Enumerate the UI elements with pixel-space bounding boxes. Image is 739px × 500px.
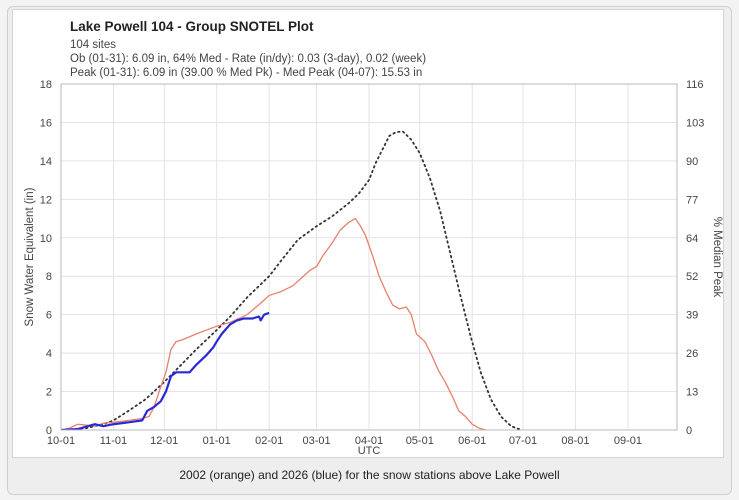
y-tick-label: 2 xyxy=(46,387,52,399)
y2-tick-label: 77 xyxy=(686,194,698,206)
y2-tick-label: 0 xyxy=(686,425,692,437)
y2-tick-label: 90 xyxy=(686,156,698,168)
subtitle-sites: 104 sites xyxy=(70,39,116,51)
grid-layer xyxy=(61,84,677,430)
y-tick-label: 8 xyxy=(46,271,52,283)
y-tick-label: 14 xyxy=(40,156,52,168)
y2-tick-label: 13 xyxy=(686,387,698,399)
chart-title: Lake Powell 104 - Group SNOTEL Plot xyxy=(70,19,314,34)
y2-tick-label: 103 xyxy=(686,117,704,129)
y-axis-label: Snow Water Equivalent (in) xyxy=(24,187,36,326)
x-tick-label: 08-01 xyxy=(561,435,589,447)
x-tick-label: 05-01 xyxy=(406,435,434,447)
y-tick-label: 12 xyxy=(40,194,52,206)
series-line-median xyxy=(61,130,523,430)
plot-frame xyxy=(60,83,678,431)
y-tick-label: 4 xyxy=(46,348,52,360)
x-tick-label: 03-01 xyxy=(302,435,330,447)
y2-tick-label: 116 xyxy=(686,79,704,91)
x-tick-label: 04-01 xyxy=(355,435,383,447)
series-layer xyxy=(61,130,523,430)
chart-caption: 2002 (orange) and 2026 (blue) for the sn… xyxy=(179,468,560,482)
axis-layer: 0 0 2 13 4 26 6 39 8 52 10 64 12 77 14 90 16 103 18 116 10-0… xyxy=(40,79,705,447)
y-tick-label: 6 xyxy=(46,310,52,322)
y2-tick-label: 39 xyxy=(686,310,698,322)
y-tick-label: 10 xyxy=(40,233,52,245)
x-tick-label: 02-01 xyxy=(255,435,283,447)
series-line-2002 xyxy=(61,217,486,430)
y2-tick-label: 52 xyxy=(686,271,698,283)
x-tick-label: 06-01 xyxy=(458,435,486,447)
x-tick-label: 11-01 xyxy=(100,435,127,447)
x-tick-label: 12-01 xyxy=(150,435,178,447)
x-tick-label: 07-01 xyxy=(509,435,537,447)
y-tick-label: 18 xyxy=(40,79,52,91)
y-tick-label: 16 xyxy=(40,117,52,129)
y2-tick-label: 26 xyxy=(686,348,698,360)
series-line-2026 xyxy=(61,311,270,430)
y2-tick-label: 64 xyxy=(686,233,698,245)
x-axis-label: UTC xyxy=(358,445,381,457)
subtitle-observation: Ob (01-31): 6.09 in, 64% Med - Rate (in/… xyxy=(70,53,426,65)
y-tick-label: 0 xyxy=(46,425,52,437)
y2-axis-label: % Median Peak xyxy=(711,217,723,298)
subtitle-peak: Peak (01-31): 6.09 in (39.00 % Med Pk) -… xyxy=(70,67,422,79)
x-tick-label: 10-01 xyxy=(47,435,75,447)
x-tick-label: 09-01 xyxy=(614,435,642,447)
x-tick-label: 01-01 xyxy=(203,435,231,447)
